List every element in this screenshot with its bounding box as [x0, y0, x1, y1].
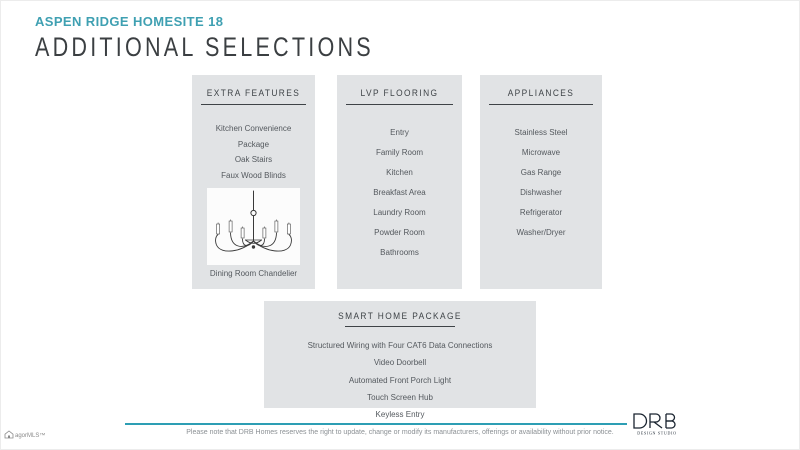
- heading-underline: [201, 104, 306, 105]
- list-item: Touch Screen Hub: [367, 392, 433, 402]
- panel-lvp-flooring: LVP FLOORING Entry Family Room Kitchen Brea…: [337, 75, 462, 289]
- list-item: Laundry Room: [373, 208, 426, 217]
- panel-extra-features: EXTRA FEATURES Kitchen Convenience Packag…: [192, 75, 315, 289]
- panel-heading: EXTRA FEATURES: [206, 88, 301, 99]
- watermark-text: agorMLS™: [15, 433, 46, 439]
- chandelier-image: [207, 188, 300, 265]
- mls-watermark: agorMLS™: [4, 430, 45, 439]
- community-subtitle: ASPEN RIDGE HOMESITE 18: [35, 14, 224, 29]
- smart-home-list: Structured Wiring with Four CAT6 Data Co…: [264, 337, 536, 423]
- house-icon: [4, 430, 14, 439]
- drb-design-studio-logo: DESIGN STUDIO: [633, 412, 681, 436]
- heading-underline: [489, 104, 593, 105]
- list-item: Kitchen Convenience: [215, 124, 292, 133]
- panel-heading: LVP FLOORING: [360, 88, 439, 99]
- list-item: Washer/Dryer: [516, 228, 566, 237]
- list-item: Powder Room: [374, 228, 425, 237]
- list-item: Microwave: [521, 148, 561, 157]
- list-item: Stainless Steel: [514, 128, 568, 137]
- panel-smart-home-package: SMART HOME PACKAGE Structured Wiring wit…: [264, 301, 536, 419]
- logo-subtext: DESIGN STUDIO: [637, 431, 676, 436]
- list-item: Entry: [390, 128, 409, 137]
- list-item: Package: [237, 139, 270, 149]
- list-item: Keyless Entry: [375, 410, 425, 420]
- list-item: Kitchen: [386, 168, 413, 177]
- list-item: Gas Range: [520, 168, 562, 177]
- list-item: Oak Stairs: [234, 155, 273, 164]
- image-caption: Dining Room Chandelier: [209, 269, 298, 278]
- panel-heading: APPLIANCES: [507, 88, 575, 99]
- list-item: Dishwasher: [520, 188, 562, 197]
- header: ASPEN RIDGE HOMESITE 18 ADDITIONAL SELEC…: [35, 14, 459, 63]
- extra-features-list: Kitchen Convenience Package Oak Stairs Faux…: [192, 121, 315, 183]
- list-item: Refrigerator: [519, 208, 563, 217]
- footer-divider-line: [125, 423, 627, 425]
- panel-heading: SMART HOME PACKAGE: [338, 311, 462, 322]
- list-item: Breakfast Area: [373, 188, 426, 197]
- heading-underline: [345, 326, 455, 327]
- list-item: Faux Wood Blinds: [221, 170, 286, 180]
- list-item: Structured Wiring with Four CAT6 Data Co…: [307, 341, 493, 350]
- list-item: Video Doorbell: [373, 358, 427, 368]
- page-title: ADDITIONAL SELECTIONS: [35, 32, 374, 62]
- list-item: Bathrooms: [380, 248, 419, 257]
- lvp-flooring-list: Entry Family Room Kitchen Breakfast Area Lau…: [337, 123, 462, 263]
- appliances-list: Stainless Steel Microwave Gas Range Dishwas…: [480, 123, 602, 243]
- panel-appliances: APPLIANCES Stainless Steel Microwave Gas R…: [480, 75, 602, 289]
- list-item: Automated Front Porch Light: [348, 375, 452, 385]
- drb-logo-letters: DESIGN STUDIO: [633, 413, 676, 436]
- disclaimer-text: Please note that DRB Homes reserves the …: [186, 429, 614, 436]
- chandelier-line-drawing: [215, 190, 292, 252]
- list-item: Family Room: [375, 148, 424, 157]
- heading-underline: [346, 104, 453, 105]
